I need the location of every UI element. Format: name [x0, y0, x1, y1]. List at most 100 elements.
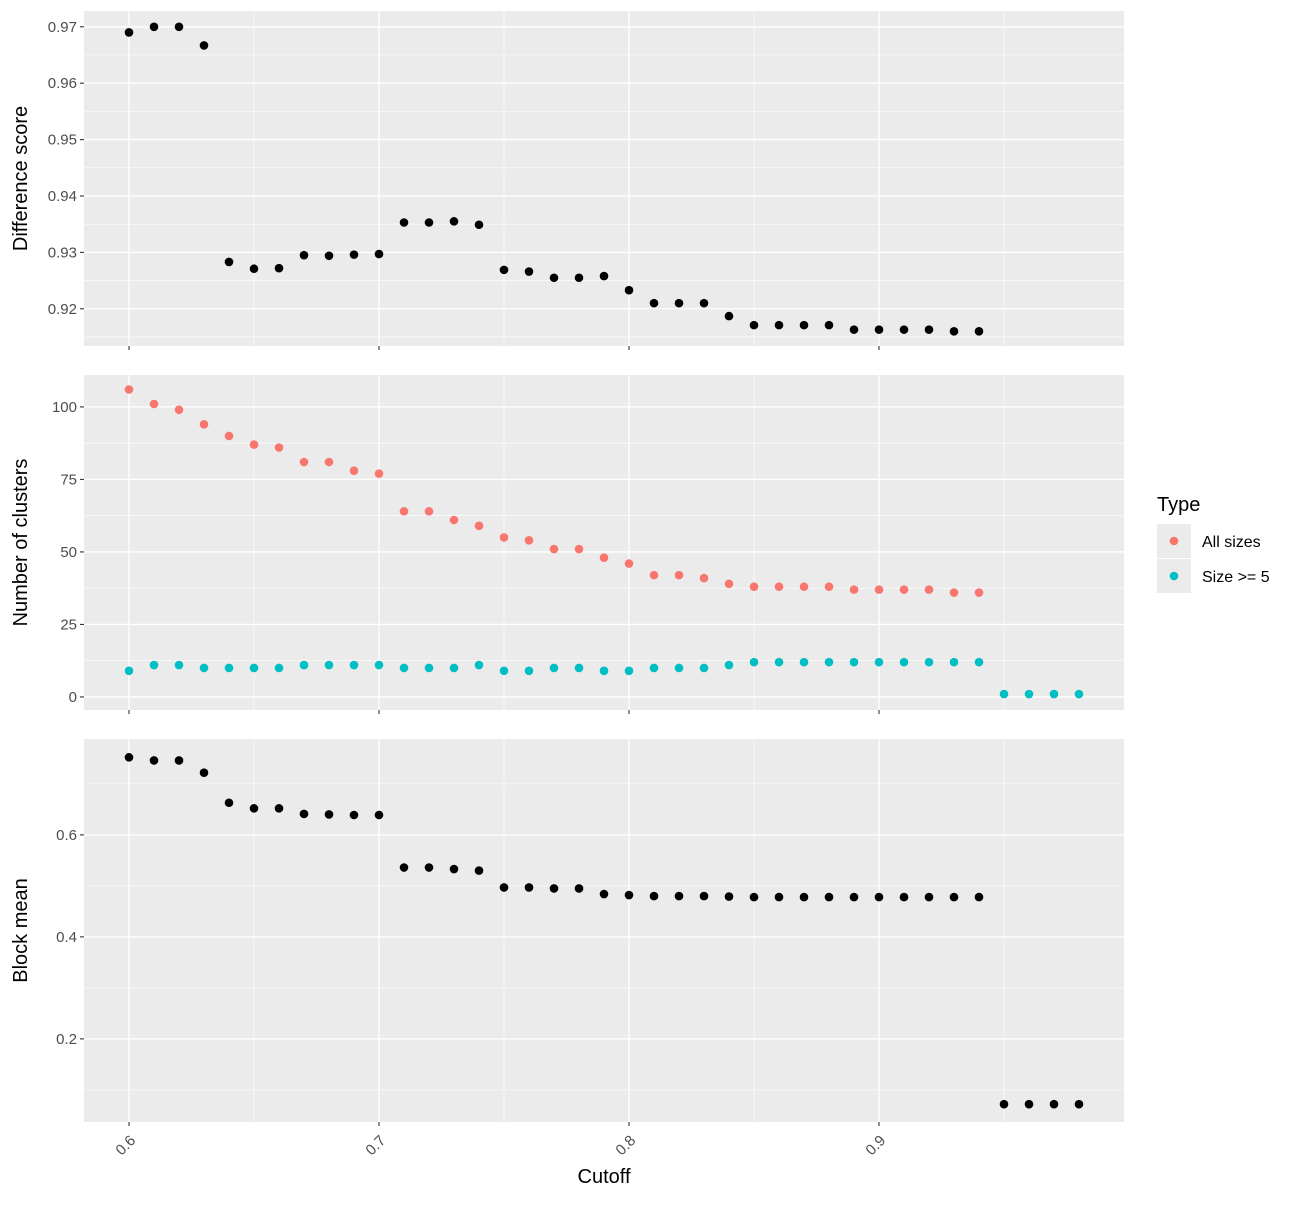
y-axis-title: Difference score — [10, 106, 32, 251]
data-point — [724, 660, 734, 670]
data-point — [699, 663, 709, 673]
data-point — [249, 804, 259, 813]
data-point — [949, 657, 959, 667]
data-point — [124, 385, 134, 394]
data-point — [749, 892, 759, 902]
data-point — [249, 440, 259, 449]
data-point — [424, 863, 434, 872]
data-point — [899, 585, 909, 594]
x-tick-label: 0.8 — [612, 1132, 639, 1159]
data-point — [199, 420, 209, 429]
data-point — [374, 469, 384, 478]
data-point — [1024, 1099, 1034, 1109]
data-point — [874, 325, 884, 334]
data-point — [349, 660, 359, 670]
data-point — [274, 263, 284, 273]
data-point — [749, 320, 759, 330]
data-point — [499, 265, 509, 275]
data-point — [899, 325, 909, 334]
data-point — [649, 298, 659, 308]
data-point — [824, 657, 834, 667]
data-point — [774, 320, 784, 330]
data-point — [824, 582, 834, 592]
data-point — [449, 663, 459, 673]
data-point — [774, 582, 784, 592]
data-point — [499, 533, 509, 542]
data-point — [974, 657, 984, 667]
data-point — [624, 890, 634, 900]
data-point — [599, 666, 609, 676]
data-point — [574, 884, 584, 893]
y-tick-label: 0.2 — [56, 1031, 77, 1048]
data-point — [649, 570, 659, 580]
y-tick-label: 50 — [60, 544, 77, 561]
data-point — [974, 327, 984, 336]
data-point — [799, 320, 809, 330]
data-point — [399, 863, 409, 872]
data-point — [324, 810, 334, 819]
series-points — [124, 22, 984, 336]
panel-background — [84, 375, 1124, 710]
data-point — [624, 666, 634, 676]
data-point — [799, 657, 809, 667]
data-point — [149, 660, 159, 670]
data-point — [849, 325, 859, 334]
data-point — [124, 28, 134, 37]
data-point — [324, 457, 334, 467]
data-point — [849, 892, 859, 902]
legend-key-dot — [1169, 571, 1179, 581]
panel-background — [84, 11, 1124, 346]
data-point — [624, 559, 634, 568]
data-point — [1074, 689, 1084, 699]
data-point — [299, 457, 309, 467]
data-point — [899, 657, 909, 667]
data-point — [774, 892, 784, 902]
y-tick-label: 0.97 — [48, 19, 77, 36]
data-point — [449, 217, 459, 226]
data-point — [974, 588, 984, 597]
series-all-sizes — [124, 385, 984, 597]
data-point — [249, 663, 259, 673]
data-point — [824, 320, 834, 330]
legend-title: Type — [1157, 494, 1200, 516]
data-point — [124, 753, 134, 762]
data-point — [474, 521, 484, 531]
data-point — [299, 660, 309, 670]
data-point — [674, 663, 684, 673]
y-tick-label: 0.6 — [56, 827, 77, 844]
data-point — [924, 892, 934, 902]
data-point — [549, 273, 559, 283]
panel-2: 0 25 50 75 100 Number of clusters — [10, 375, 1124, 714]
data-point — [474, 866, 484, 875]
data-point — [674, 298, 684, 308]
data-point — [699, 573, 709, 583]
data-point — [874, 585, 884, 594]
data-point — [1049, 689, 1059, 699]
data-point — [624, 285, 634, 295]
data-point — [599, 553, 609, 563]
data-point — [799, 892, 809, 902]
data-point — [874, 657, 884, 667]
data-point — [349, 250, 359, 259]
data-point — [749, 657, 759, 667]
data-point — [924, 585, 934, 594]
data-point — [324, 660, 334, 670]
data-point — [374, 249, 384, 259]
data-point — [274, 663, 284, 673]
data-point — [324, 251, 334, 261]
data-point — [299, 809, 309, 819]
data-point — [974, 892, 984, 902]
data-point — [424, 663, 434, 673]
data-point — [824, 892, 834, 902]
data-point — [849, 657, 859, 667]
data-point — [874, 892, 884, 902]
data-point — [174, 660, 184, 670]
data-point — [549, 544, 559, 554]
y-tick-label: 0.94 — [48, 188, 77, 205]
data-point — [524, 883, 534, 892]
y-tick-label: 100 — [52, 399, 77, 416]
data-point — [399, 218, 409, 227]
data-point — [399, 663, 409, 673]
data-point — [599, 271, 609, 281]
